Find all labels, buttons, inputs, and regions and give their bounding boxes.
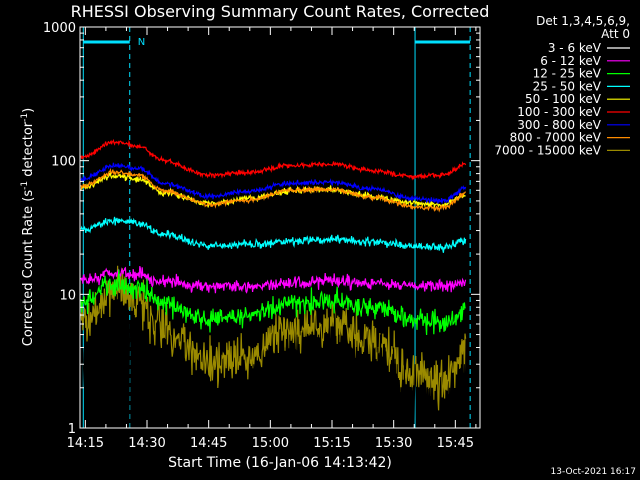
series-line-300-800keV [80, 162, 467, 205]
series-line-50-100keV [80, 171, 466, 209]
legend-label: 6 - 12 keV [540, 54, 602, 68]
series-line-7000-15000keV [80, 265, 467, 411]
night-marker-label: N [138, 37, 145, 48]
y-tick-label: 100 [51, 155, 76, 170]
series-line-800-7000keV [80, 167, 467, 213]
legend-label: 100 - 300 keV [517, 105, 601, 119]
plot-frame [79, 26, 481, 429]
y-axis-label: Corrected Count Rate (s-1 detector-1) [20, 108, 36, 346]
x-tick-label: 15:30 [375, 436, 412, 451]
legend-label: 300 - 800 keV [517, 118, 601, 132]
legend-label: 3 - 6 keV [548, 41, 602, 55]
x-tick-label: 15:15 [313, 436, 350, 451]
x-tick-label: 14:30 [128, 436, 165, 451]
legend-label: 800 - 7000 keV [510, 131, 602, 145]
legend-label: 7000 - 15000 keV [494, 143, 601, 157]
series-line-12-25keV [80, 269, 466, 336]
footer-date: 13-Oct-2021 16:17 [551, 467, 636, 477]
legend-header-line2: Att 0 [601, 27, 630, 41]
legend-header-line1: Det 1,3,4,5,6,9, [536, 14, 630, 28]
legend-label: 25 - 50 keV [533, 79, 602, 93]
series-line-3-6keV [80, 294, 466, 429]
series-line-25-50keV [80, 216, 467, 253]
x-tick-label: 14:15 [67, 436, 104, 451]
legend-label: 12 - 25 keV [533, 67, 602, 81]
y-tick-label: 1 [68, 422, 76, 437]
y-axis-label-main: Corrected Count Rate (s [21, 190, 36, 347]
series-line-6-12keV [80, 266, 467, 294]
axes: 1 10 100 1000 14:15 14:30 14:45 15:00 15:15 15:30… [43, 21, 481, 451]
y-tick-label: 1000 [43, 21, 76, 36]
y-axis-label-sup2: -1 [20, 113, 30, 122]
x-tick-label: 15:00 [252, 436, 289, 451]
series-layer [80, 138, 467, 429]
series-line-100-300keV [80, 138, 467, 181]
x-tick-label: 14:45 [190, 436, 227, 451]
x-axis-label: Start Time (16-Jan-06 14:13:42) [168, 455, 392, 471]
y-axis-label-end: ) [21, 108, 36, 113]
chart-title: RHESSI Observing Summary Count Rates, Co… [71, 2, 490, 21]
y-tick-label: 10 [59, 288, 76, 303]
x-tick-label: 15:45 [437, 436, 474, 451]
y-axis-label-sup1: -1 [20, 181, 30, 190]
y-axis-label-mid: detector [21, 121, 36, 181]
legend-label: 50 - 100 keV [525, 92, 602, 106]
